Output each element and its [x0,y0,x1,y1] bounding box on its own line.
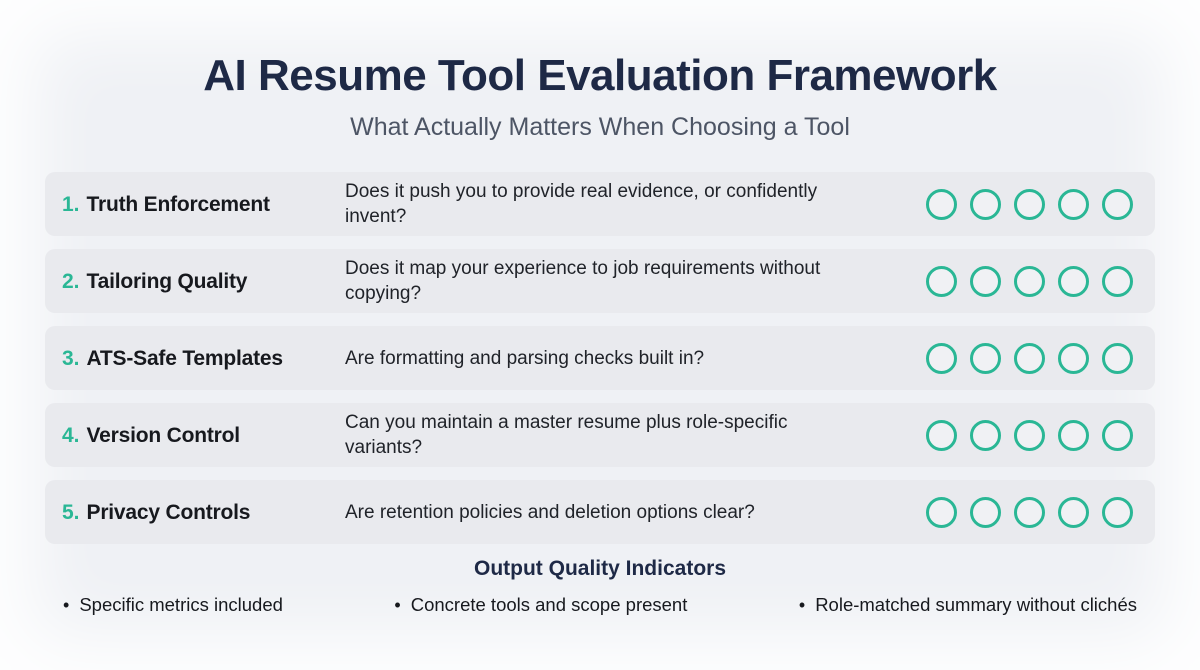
rating-circle-icon [1014,496,1045,528]
criterion-number: 5. [62,500,80,524]
bullet-icon: • [63,595,70,616]
rating-circle-icon [1058,496,1089,528]
rating-circle-icon [1014,265,1045,297]
indicator-item: • Specific metrics included [63,594,283,616]
rating-circle-icon [1014,342,1045,374]
rating-circles [926,496,1155,528]
criterion-title: 1. Truth Enforcement [45,192,345,217]
criterion-row: 2. Tailoring Quality Does it map your exp… [45,249,1155,314]
bullet-icon: • [798,595,806,616]
criterion-question: Are retention policies and deletion opti… [345,501,755,523]
page-title: AI Resume Tool Evaluation Framework [203,51,997,100]
criterion-title: 4. Version Control [45,423,345,448]
rating-circle-icon [926,188,957,220]
criterion-label: Privacy Controls [86,500,251,524]
criterion-number: 1. [62,192,80,216]
criterion-question: Can you maintain a master resume plus ro… [345,412,788,459]
indicator-text: Specific metrics included [79,594,283,616]
criterion-label: Truth Enforcement [86,192,270,216]
rating-circle-icon [926,496,957,528]
criterion-row: 1. Truth Enforcement Does it push you to … [45,172,1155,237]
indicator-bullets: • Specific metrics included • Concrete t… [45,594,1155,616]
bullet-icon: • [394,595,401,616]
criterion-label: Tailoring Quality [86,269,248,293]
rating-circle-icon [970,188,1001,220]
indicator-text: Concrete tools and scope present [410,594,688,616]
criterion-question: Are formatting and parsing checks built … [345,347,705,369]
criterion-number: 2. [62,269,80,293]
criterion-row: 3. ATS-Safe Templates Are formatting and … [45,326,1155,391]
page-subtitle: What Actually Matters When Choosing a To… [350,113,850,142]
criteria-list: 1. Truth Enforcement Does it push you to … [45,172,1155,545]
footer-heading: Output Quality Indicators [473,557,726,581]
rating-circle-icon [970,496,1001,528]
page-header: AI Resume Tool Evaluation Framework What… [0,51,1200,142]
rating-circles [926,342,1155,374]
criterion-label: Version Control [86,423,241,447]
rating-circle-icon [926,342,957,374]
criterion-row: 5. Privacy Controls Are retention policie… [45,480,1155,545]
rating-circle-icon [926,419,957,451]
criterion-title: 2. Tailoring Quality [45,269,345,294]
indicator-item: • Role-matched summary without clichés [799,594,1137,616]
rating-circles [926,419,1155,451]
criterion-question: Does it map your experience to job requi… [345,258,821,305]
criterion-number: 4. [62,423,80,447]
indicator-text: Role-matched summary without clichés [815,594,1137,616]
criterion-label: ATS-Safe Templates [86,346,284,370]
rating-circle-icon [1014,188,1045,220]
criterion-row: 4. Version Control Can you maintain a mas… [45,403,1155,468]
rating-circle-icon [970,342,1001,374]
rating-circle-icon [1102,342,1133,374]
rating-circle-icon [1102,188,1133,220]
rating-circle-icon [1014,419,1045,451]
page-footer: Output Quality Indicators • Specific met… [0,557,1200,616]
rating-circle-icon [1058,342,1089,374]
rating-circle-icon [970,265,1001,297]
rating-circle-icon [1058,265,1089,297]
rating-circle-icon [1102,419,1133,451]
rating-circles [926,265,1155,297]
rating-circle-icon [1058,188,1089,220]
criterion-title: 3. ATS-Safe Templates [45,346,345,371]
indicator-item: • Concrete tools and scope present [394,594,687,616]
criterion-title: 5. Privacy Controls [45,500,345,525]
criterion-number: 3. [62,346,80,370]
rating-circle-icon [1058,419,1089,451]
rating-circle-icon [1102,265,1133,297]
rating-circle-icon [1102,496,1133,528]
criterion-question: Does it push you to provide real evidenc… [345,181,818,228]
rating-circle-icon [970,419,1001,451]
rating-circle-icon [926,265,957,297]
rating-circles [926,188,1155,220]
